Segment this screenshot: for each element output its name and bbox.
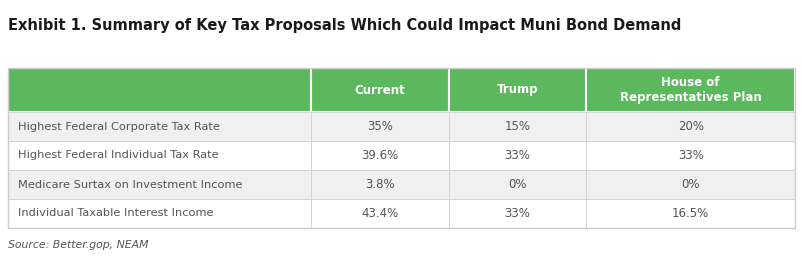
- Bar: [448, 141, 585, 170]
- Bar: [8, 141, 310, 170]
- Bar: [310, 68, 448, 112]
- Bar: [310, 199, 448, 228]
- Text: Highest Federal Individual Tax Rate: Highest Federal Individual Tax Rate: [18, 150, 218, 161]
- Text: 33%: 33%: [504, 207, 530, 220]
- Text: Individual Taxable Interest Income: Individual Taxable Interest Income: [18, 209, 213, 218]
- Text: House of
Representatives Plan: House of Representatives Plan: [619, 76, 760, 104]
- Bar: [8, 170, 310, 199]
- Bar: [585, 141, 794, 170]
- Text: 35%: 35%: [367, 120, 392, 133]
- Text: 20%: 20%: [677, 120, 703, 133]
- Bar: [8, 68, 794, 228]
- Bar: [310, 112, 448, 141]
- Bar: [8, 112, 310, 141]
- Bar: [585, 199, 794, 228]
- Text: 3.8%: 3.8%: [365, 178, 394, 191]
- Text: Medicare Surtax on Investment Income: Medicare Surtax on Investment Income: [18, 179, 242, 190]
- Bar: [448, 112, 585, 141]
- Text: Trump: Trump: [496, 84, 537, 96]
- Text: 0%: 0%: [681, 178, 699, 191]
- Bar: [585, 170, 794, 199]
- Text: 16.5%: 16.5%: [671, 207, 708, 220]
- Bar: [8, 68, 310, 112]
- Bar: [448, 68, 585, 112]
- Text: 43.4%: 43.4%: [361, 207, 398, 220]
- Text: 15%: 15%: [504, 120, 530, 133]
- Bar: [310, 170, 448, 199]
- Text: 33%: 33%: [677, 149, 703, 162]
- Bar: [448, 199, 585, 228]
- Text: 33%: 33%: [504, 149, 530, 162]
- Bar: [585, 112, 794, 141]
- Text: Highest Federal Corporate Tax Rate: Highest Federal Corporate Tax Rate: [18, 121, 220, 132]
- Text: 0%: 0%: [508, 178, 526, 191]
- Text: Source: Better.gop, NEAM: Source: Better.gop, NEAM: [8, 240, 148, 250]
- Bar: [585, 68, 794, 112]
- Text: Exhibit 1. Summary of Key Tax Proposals Which Could Impact Muni Bond Demand: Exhibit 1. Summary of Key Tax Proposals …: [8, 18, 681, 33]
- Bar: [310, 141, 448, 170]
- Text: 39.6%: 39.6%: [361, 149, 398, 162]
- Bar: [448, 170, 585, 199]
- Text: Current: Current: [354, 84, 405, 96]
- Bar: [8, 199, 310, 228]
